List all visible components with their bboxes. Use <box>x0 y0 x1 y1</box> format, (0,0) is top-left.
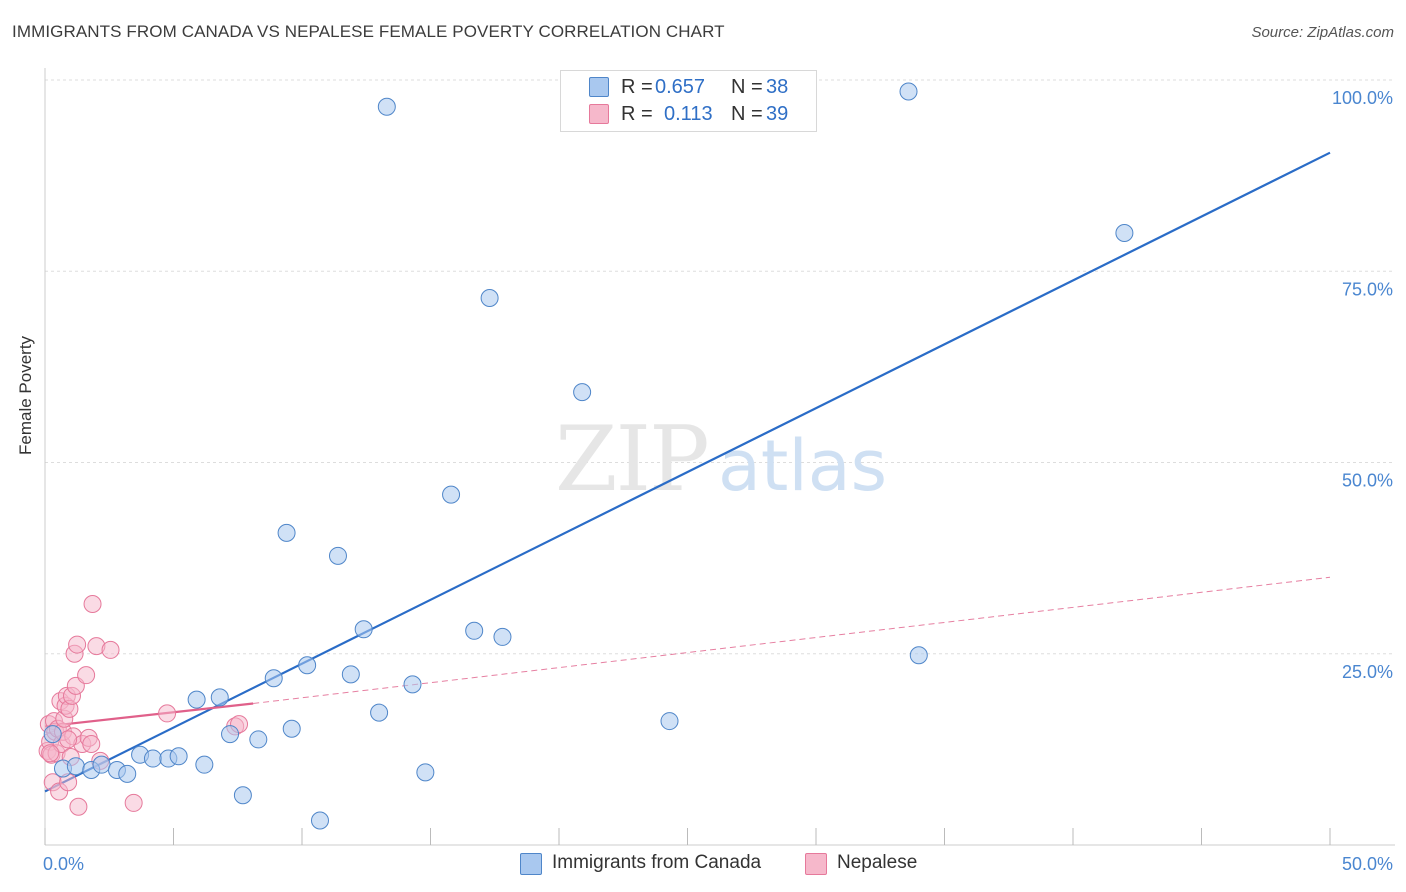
data-point-nepalese <box>77 666 96 685</box>
y-tick-label: 25.0% <box>1342 662 1393 682</box>
data-point-canada <box>310 811 329 830</box>
data-point-canada <box>210 688 229 707</box>
data-point-canada <box>328 546 347 565</box>
y-axis-label: Female Poverty <box>16 335 35 455</box>
data-point-canada <box>377 97 396 116</box>
legend-r-value-canada: 0.657 <box>655 76 706 98</box>
chart-title: IMMIGRANTS FROM CANADA VS NEPALESE FEMAL… <box>12 22 725 41</box>
data-point-nepalese <box>101 640 120 659</box>
bottom-legend-label-nepalese: Nepalese <box>837 852 918 873</box>
bottom-legend-swatch-nepalese <box>805 853 827 875</box>
data-point-canada <box>118 764 137 783</box>
data-point-canada <box>66 757 85 776</box>
legend-r-label: R = <box>621 103 653 125</box>
trend-line-canada <box>44 151 1331 793</box>
legend-r-label: R = <box>621 76 653 98</box>
data-point-nepalese <box>68 635 87 654</box>
data-point-canada <box>354 620 373 639</box>
legend-swatch-nepalese <box>589 104 609 124</box>
watermark-atlas: atlas <box>718 425 887 507</box>
data-point-canada <box>899 82 918 101</box>
data-point-canada <box>465 621 484 640</box>
data-point-nepalese <box>41 744 60 763</box>
data-point-canada <box>341 665 360 684</box>
data-point-canada <box>370 703 389 722</box>
trend-lines <box>44 151 1331 793</box>
watermark: ZIP atlas <box>555 407 887 512</box>
data-point-canada <box>143 749 162 768</box>
data-point-canada <box>221 725 240 744</box>
source-label: Source: ZipAtlas.com <box>1251 24 1394 41</box>
y-tick-label: 100.0% <box>1332 88 1393 108</box>
data-point-nepalese <box>82 735 101 754</box>
data-point-nepalese <box>83 595 102 614</box>
x-tick-label: 0.0% <box>43 854 84 874</box>
data-point-canada <box>298 656 317 675</box>
y-tick-label: 50.0% <box>1342 471 1393 491</box>
data-point-canada <box>169 747 188 766</box>
data-point-canada <box>92 755 111 774</box>
data-point-canada <box>249 730 268 749</box>
legend-swatch-canada <box>589 77 609 97</box>
data-point-canada <box>493 627 512 646</box>
gridlines <box>45 79 1395 655</box>
legend-n-value-canada: 38 <box>766 76 789 98</box>
data-point-canada <box>909 646 928 665</box>
legend-box: R = 0.657 N = 38 R = 0.113 N = 39 <box>560 70 817 132</box>
bottom-legend-swatch-canada <box>520 853 542 875</box>
watermark-zip: ZIP <box>555 407 708 512</box>
data-point-canada <box>43 725 62 744</box>
data-point-canada <box>282 719 301 738</box>
data-point-canada <box>660 712 679 731</box>
data-point-canada <box>416 763 435 782</box>
data-point-canada <box>264 669 283 688</box>
data-point-canada <box>187 690 206 709</box>
data-point-canada <box>233 786 252 805</box>
legend-r-value-nepalese: 0.113 <box>664 103 713 125</box>
data-point-canada <box>1115 224 1134 242</box>
series-nepalese-points <box>38 595 249 816</box>
legend-n-label: N = <box>731 76 763 98</box>
axes <box>44 68 1395 846</box>
tick-labels: 25.0% 50.0% 75.0% 100.0% 0.0% 50.0% <box>43 88 1393 874</box>
series-canada-points <box>43 82 1134 830</box>
data-point-canada <box>277 523 296 542</box>
data-point-canada <box>442 485 461 504</box>
bottom-legend-label-canada: Immigrants from Canada <box>552 852 762 873</box>
trend-line-nepalese-extension <box>253 576 1331 704</box>
y-tick-label: 75.0% <box>1342 279 1393 299</box>
data-point-canada <box>573 383 592 402</box>
data-point-canada <box>195 755 214 774</box>
trend-line-nepalese <box>44 702 254 728</box>
data-point-canada <box>403 675 422 694</box>
data-point-nepalese <box>124 793 143 812</box>
data-point-nepalese <box>69 797 88 816</box>
data-point-nepalese <box>158 704 177 723</box>
data-point-canada <box>480 289 499 308</box>
legend-n-label: N = <box>731 103 763 125</box>
legend-n-value-nepalese: 39 <box>766 103 789 125</box>
data-point-nepalese <box>59 730 78 749</box>
x-tick-label: 50.0% <box>1342 854 1393 874</box>
